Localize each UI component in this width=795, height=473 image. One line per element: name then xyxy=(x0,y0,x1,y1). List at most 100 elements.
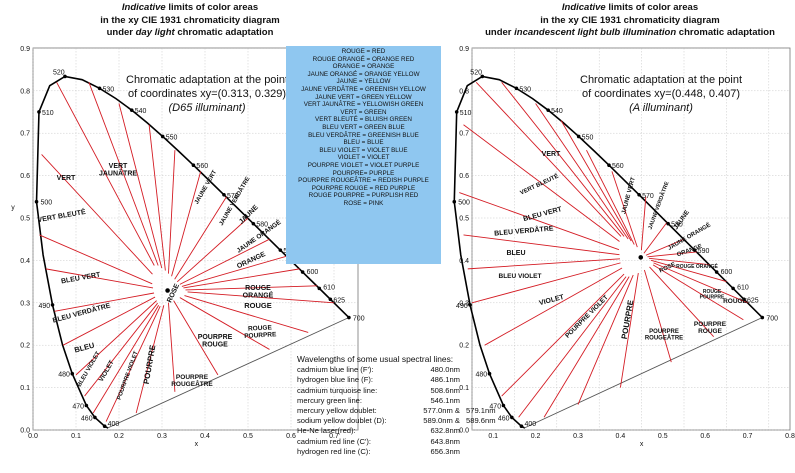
right-wavelength-dot xyxy=(455,110,459,114)
left-wavelength-dot xyxy=(85,404,89,408)
spectral-line-name: cadmium turquoise line: xyxy=(297,386,415,396)
right-wavelength-dot xyxy=(637,193,641,197)
legend-entry: VERT BLEUTÉ = BLUISH GREEN xyxy=(286,116,441,124)
legend-entry: ROUGE = RED xyxy=(286,48,441,56)
right-white-point xyxy=(638,255,643,260)
legend-entry: JAUNE VERDÂTRE = GREENISH YELLOW xyxy=(286,86,441,94)
left-x-tick: 0.4 xyxy=(200,433,210,440)
left-y-tick: 0.6 xyxy=(20,173,30,180)
left-zone-label: VERT xyxy=(57,175,76,182)
right-wavelength-label: 540 xyxy=(551,108,563,115)
left-wavelength-dot xyxy=(93,416,97,420)
legend-entry: ROUGE ORANGÉ = ORANGE RED xyxy=(286,56,441,64)
left-white-point xyxy=(165,288,170,293)
right-wavelength-label: 700 xyxy=(766,316,778,323)
left-wavelength-label: 600 xyxy=(307,269,319,276)
color-name-legend: ROUGE = RED ROUGE ORANGÉ = ORANGE RED ORAN… xyxy=(286,46,441,264)
right-wavelength-label: 520 xyxy=(470,69,482,76)
left-y-tick: 0.1 xyxy=(20,385,30,392)
spectral-line-row: cadmium blue line (F'): 480.0nm xyxy=(297,365,496,375)
left-wavelength-label: 490 xyxy=(39,303,51,310)
left-wavelength-label: 480 xyxy=(58,372,70,379)
right-y-tick: 0.9 xyxy=(459,46,469,53)
right-x-tick: 0.3 xyxy=(573,433,583,440)
spectral-line-v: 546.1nm xyxy=(415,396,460,406)
right-wavelength-label: 530 xyxy=(519,86,531,93)
left-adaptation-note: Chromatic adaptation at the point of coo… xyxy=(126,73,288,115)
right-wavelength-dot xyxy=(520,424,524,428)
right-x-axis-label: x xyxy=(640,441,644,448)
left-wavelength-dot xyxy=(161,135,165,139)
spectral-line-row: cadmium red line (C'): 643.8nm xyxy=(297,437,496,447)
legend-entry: ROSE = PINK xyxy=(286,200,441,208)
left-wavelength-dot xyxy=(252,222,256,226)
right-x-tick: 0.2 xyxy=(531,433,541,440)
right-wavelength-label: 550 xyxy=(582,134,594,141)
spectral-line-v: 632.8nm xyxy=(415,426,460,436)
right-wavelength-dot xyxy=(515,86,519,90)
spectral-line-row: mercury yellow doublet: 577.0nm & 579.1nm xyxy=(297,406,496,416)
right-wavelength-dot xyxy=(761,316,765,320)
left-y-tick: 0.5 xyxy=(20,216,30,223)
legend-entry: JAUNE = YELLOW xyxy=(286,78,441,86)
legend-entry: POURPRE= PURPLE xyxy=(286,170,441,178)
right-wavelength-dot xyxy=(510,416,514,420)
spectral-lines-heading: Wavelengths of some usual spectral lines… xyxy=(297,354,496,364)
right-x-tick: 0.6 xyxy=(700,433,710,440)
spectral-line-row: sodium yellow doublet (D): 589.0nm & 589.6… xyxy=(297,416,496,426)
right-zone-label: BLEU xyxy=(506,250,525,257)
right-panel-title: Indicative limits of color areas in the … xyxy=(470,2,790,40)
left-y-tick: 0.0 xyxy=(20,428,30,435)
left-wavelength-label: 510 xyxy=(42,110,54,117)
right-x-tick: 0.5 xyxy=(658,433,668,440)
left-zone-label: ROUGE xyxy=(244,301,272,310)
right-wavelength-dot xyxy=(666,222,670,226)
spectral-line-name: He-Ne laser(red): xyxy=(297,426,415,436)
right-wavelength-label: 460 xyxy=(498,415,510,422)
left-x-tick: 0.6 xyxy=(286,433,296,440)
right-wavelength-dot xyxy=(715,270,719,274)
left-y-tick: 0.8 xyxy=(20,88,30,95)
spectral-line-name: sodium yellow doublet (D): xyxy=(297,416,415,426)
right-wavelength-label: 570 xyxy=(642,193,654,200)
left-x-tick: 0.1 xyxy=(71,433,81,440)
right-wavelength-label: 510 xyxy=(460,110,472,117)
legend-entry: BLEU VIOLET = VIOLET BLUE xyxy=(286,147,441,155)
left-wavelength-dot xyxy=(37,110,41,114)
spectral-line-v: 589.0nm & xyxy=(415,416,460,426)
spectral-line-name: cadmium blue line (F'): xyxy=(297,365,415,375)
right-wavelength-label: 490 xyxy=(456,303,468,310)
left-y-tick: 0.7 xyxy=(20,131,30,138)
left-wavelength-label: 530 xyxy=(103,86,115,93)
right-x-tick: 0.4 xyxy=(616,433,626,440)
spectral-lines-table: Wavelengths of some usual spectral lines… xyxy=(297,354,496,457)
right-zone-label: ROUGE xyxy=(723,298,748,305)
left-y-tick: 0.3 xyxy=(20,300,30,307)
legend-entry: JAUNE ORANGÉ = ORANGE YELLOW xyxy=(286,71,441,79)
right-y-tick: 0.2 xyxy=(459,343,469,350)
spectral-line-v: 643.8nm xyxy=(415,437,460,447)
left-wavelength-label: 560 xyxy=(196,163,208,170)
spectral-line-name: mercury yellow doublet: xyxy=(297,406,415,416)
spectral-line-v: 480.0nm xyxy=(415,365,460,375)
left-y-axis-label: y xyxy=(11,205,15,212)
left-wavelength-label: 625 xyxy=(333,297,345,304)
right-wavelength-label: 610 xyxy=(737,284,749,291)
right-wavelength-label: 600 xyxy=(721,269,733,276)
right-zone-label: BLEU VIOLET xyxy=(499,273,542,280)
spectral-line-row: mercury green line: 546.1nm xyxy=(297,396,496,406)
right-wavelength-label: 625 xyxy=(747,297,759,304)
left-wavelength-label: 460 xyxy=(81,415,93,422)
right-x-tick: 0.8 xyxy=(785,433,795,440)
left-y-tick: 0.2 xyxy=(20,343,30,350)
spectral-line-row: He-Ne laser(red): 632.8nm xyxy=(297,426,496,436)
spectral-line-name: hydrogen blue line (F): xyxy=(297,375,415,385)
legend-entry: POURPRE ROUGEÂTRE = REDISH PURPLE xyxy=(286,177,441,185)
right-wavelength-dot xyxy=(502,404,506,408)
right-y-tick: 0.5 xyxy=(459,216,469,223)
legend-entry: ROUGE POURPRE = PURPLISH RED xyxy=(286,192,441,200)
spectral-line-name: cadmium red line (C'): xyxy=(297,437,415,447)
spectral-line-v: 656.3nm xyxy=(415,447,460,457)
right-wavelength-label: 500 xyxy=(458,200,470,207)
right-wavelength-label: 400 xyxy=(524,421,536,428)
